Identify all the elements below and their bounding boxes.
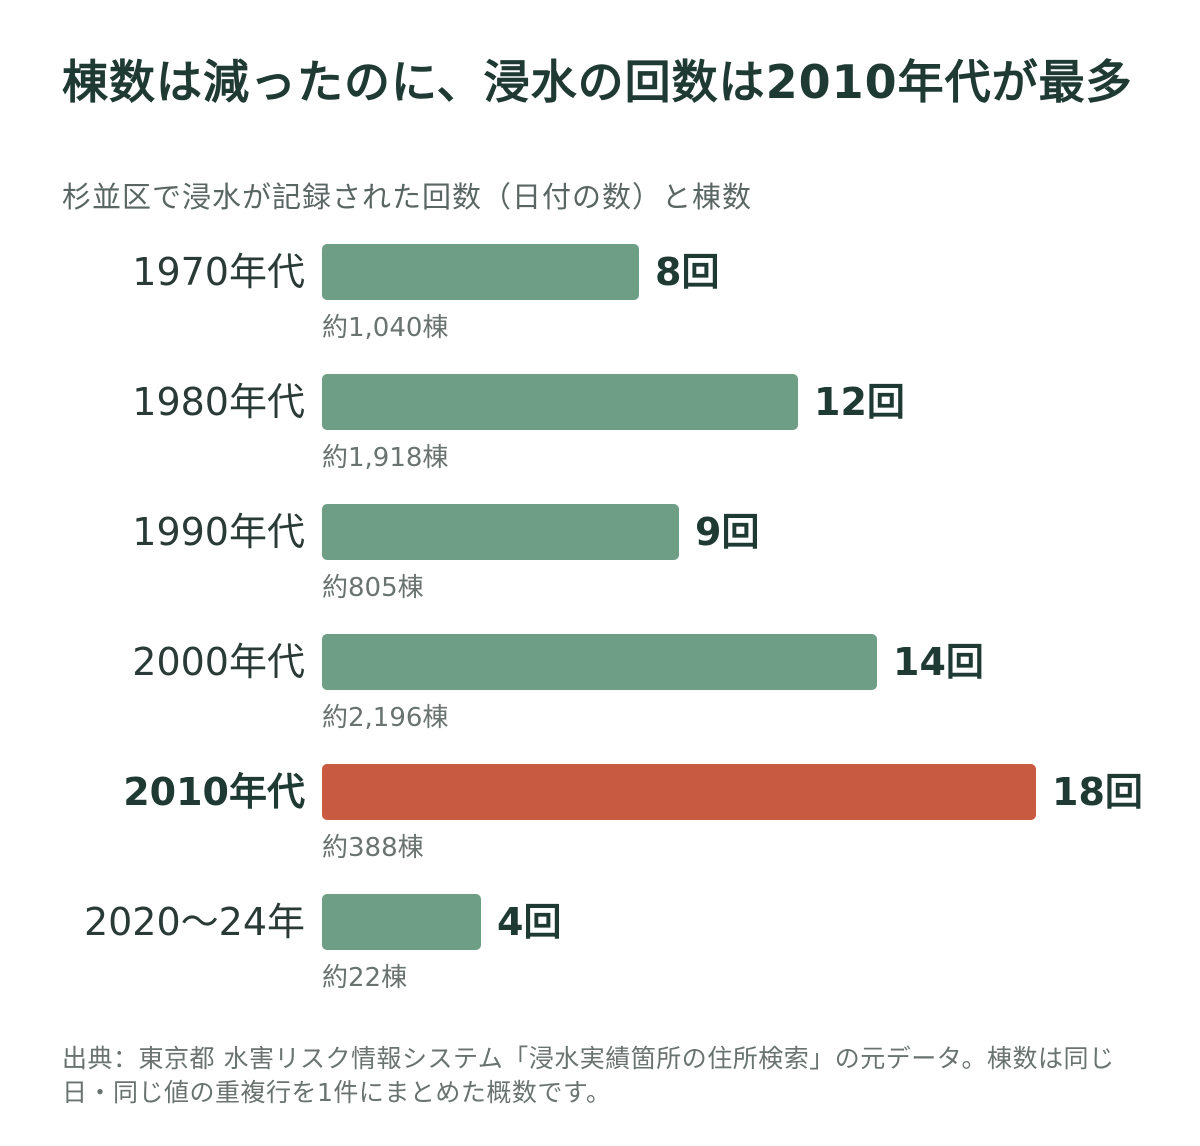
value-label: 14回 bbox=[893, 640, 984, 684]
value-label: 4回 bbox=[497, 900, 562, 944]
building-count-label: 約805棟 bbox=[322, 573, 424, 603]
category-label: 1970年代 bbox=[132, 250, 305, 294]
category-label: 2020～24年 bbox=[83, 900, 305, 944]
category-label: 1980年代 bbox=[132, 380, 305, 424]
bar bbox=[322, 634, 877, 690]
value-label: 18回 bbox=[1052, 770, 1143, 814]
building-count-label: 約388棟 bbox=[322, 833, 424, 863]
category-label: 1990年代 bbox=[132, 510, 305, 554]
bar bbox=[322, 244, 639, 300]
value-label: 12回 bbox=[814, 380, 905, 424]
bar bbox=[322, 764, 1036, 820]
category-label: 2010年代 bbox=[123, 770, 305, 814]
source-note: 出典：東京都 水害リスク情報システム「浸水実績箇所の住所検索」の元データ。棟数は… bbox=[62, 1044, 1115, 1107]
building-count-label: 約1,040棟 bbox=[322, 313, 449, 343]
chart-subtitle: 杉並区で浸水が記録された回数（日付の数）と棟数 bbox=[62, 180, 753, 214]
chart-title: 棟数は減ったのに、浸水の回数は2010年代が最多 bbox=[62, 55, 1133, 109]
value-label: 8回 bbox=[655, 250, 720, 294]
building-count-label: 約2,196棟 bbox=[322, 703, 449, 733]
building-count-label: 約1,918棟 bbox=[322, 443, 449, 473]
category-label: 2000年代 bbox=[132, 640, 305, 684]
value-label: 9回 bbox=[695, 510, 760, 554]
bar bbox=[322, 374, 798, 430]
bar bbox=[322, 504, 679, 560]
bar bbox=[322, 894, 481, 950]
building-count-label: 約22棟 bbox=[322, 963, 408, 993]
